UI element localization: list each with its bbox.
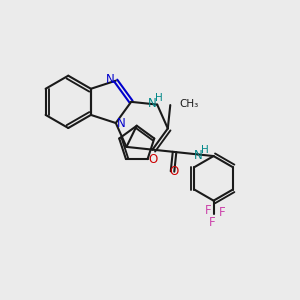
Text: CH₃: CH₃ <box>180 99 199 109</box>
Text: F: F <box>209 216 215 229</box>
Text: H: H <box>155 93 163 103</box>
Text: N: N <box>194 149 202 162</box>
Text: O: O <box>169 165 178 178</box>
Text: N: N <box>148 97 156 110</box>
Text: O: O <box>148 153 158 166</box>
Text: F: F <box>219 206 225 219</box>
Text: N: N <box>117 116 125 130</box>
Text: N: N <box>106 73 115 86</box>
Text: H: H <box>201 145 208 155</box>
Text: F: F <box>205 204 211 217</box>
